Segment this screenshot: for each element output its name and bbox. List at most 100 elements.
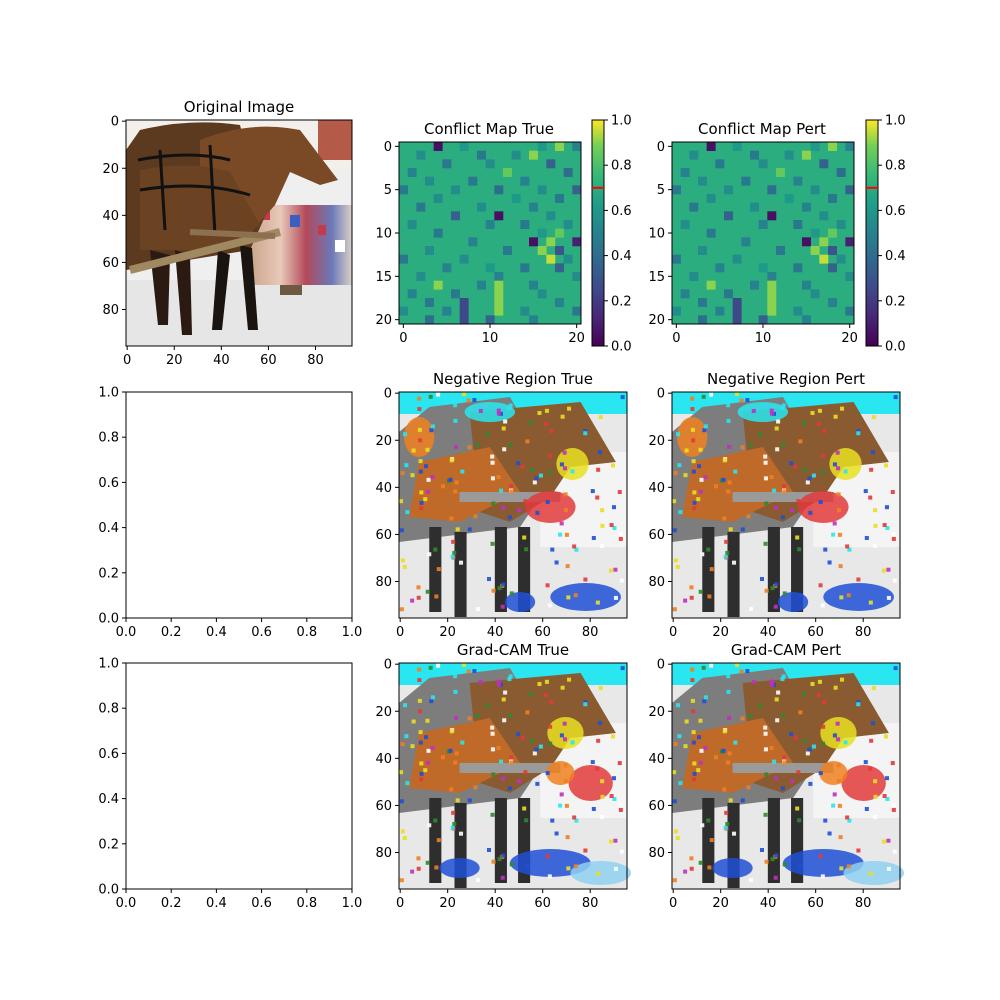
overlay-pixel-noise <box>558 803 563 808</box>
overlay-pixel-noise <box>774 426 779 431</box>
heatmap-cell <box>802 202 811 212</box>
heatmap-cell <box>494 280 504 290</box>
heatmap-cell <box>767 289 777 299</box>
axes: 0 20 40 60 80 0 20 40 60 80 <box>375 658 598 911</box>
x-tick-label: 40 <box>487 896 504 911</box>
overlay-pixel-noise <box>745 398 750 403</box>
heatmap-cell <box>529 280 538 290</box>
heatmap-cell <box>706 194 716 203</box>
heatmap-cell <box>706 280 716 290</box>
overlay-pixel-noise <box>461 392 467 397</box>
overlay-pixel-noise <box>798 710 803 715</box>
overlay-pixel-noise <box>727 444 732 449</box>
panel-empty-1: 0.0 0.2 0.4 0.6 0.8 1.0 0.0 0.2 0.4 0.6 0.8 1.0 <box>98 386 362 641</box>
colorbar: 0.0 0.2 0.4 0.6 0.8 1.0 <box>591 114 632 355</box>
overlay-pixel-noise <box>758 432 763 437</box>
overlay-heat-blob <box>570 861 632 885</box>
heatmap-cell <box>494 272 504 281</box>
overlay-pixel-noise <box>475 607 481 612</box>
overlay-pixel-noise <box>405 781 410 786</box>
overlay-pixel-noise <box>751 408 756 413</box>
overlay-pixel-noise <box>429 699 434 704</box>
heatmap-cell <box>529 315 538 325</box>
overlay-pixel-noise <box>808 510 813 515</box>
heatmap-cell <box>706 142 716 151</box>
overlay-pixel-noise <box>723 825 728 830</box>
heatmap-cell <box>776 168 785 177</box>
overlay-pixel-noise <box>832 462 837 467</box>
heatmap-cell <box>758 159 768 169</box>
overlay-pixel-noise <box>501 582 506 587</box>
overlay-pixel-noise <box>839 866 844 871</box>
overlay-pixel-noise <box>780 515 785 520</box>
heatmap-cell <box>784 150 794 160</box>
overlay-pixel-noise <box>507 677 512 682</box>
overlay-pixel-noise <box>440 755 446 760</box>
overlay-pixel-noise <box>613 838 618 843</box>
overlay-pixel-noise <box>405 510 410 515</box>
x-tick-label: 1.0 <box>342 896 363 911</box>
overlay-pixel-noise <box>856 431 861 436</box>
overlay-pixel-noise <box>563 492 568 497</box>
overlay-pixel-noise <box>751 679 756 684</box>
overlay-pixel-noise <box>509 755 514 760</box>
heatmap-cell <box>425 246 434 255</box>
heatmap-cell <box>555 194 564 203</box>
colorbar-tick-label: 0.2 <box>611 294 632 309</box>
overlay-pixel-noise <box>759 848 765 853</box>
heatmap-cell <box>459 315 469 325</box>
overlay-pixel-noise <box>509 760 514 765</box>
overlay-pixel-noise <box>774 582 779 587</box>
overlay-pixel-noise <box>417 678 422 683</box>
overlay-pixel-noise <box>773 875 778 880</box>
heatmap-cell <box>520 306 530 316</box>
heatmap-cell <box>724 211 733 221</box>
overlay-pixel-noise <box>691 740 696 745</box>
overlay-pixel-noise <box>617 490 622 495</box>
overlay-pixel-noise <box>620 395 625 400</box>
heatmap-cell <box>758 220 768 229</box>
x-tick-label: 0.8 <box>296 896 317 911</box>
overlay-pixel-noise <box>683 744 688 749</box>
overlay-pixel-noise <box>684 719 689 724</box>
overlay-heat-blob <box>404 417 435 457</box>
overlay-heat-blob <box>677 417 708 457</box>
overlay-pixel-noise <box>769 408 774 413</box>
overlay-pixel-noise <box>883 734 889 739</box>
overlay-pixel-noise <box>417 396 422 401</box>
y-tick-label: 40 <box>102 209 119 224</box>
overlay-pixel-noise <box>502 447 507 452</box>
axes: 0 20 40 60 80 0 20 40 60 80 <box>375 387 598 640</box>
overlay-pixel-noise <box>780 406 785 411</box>
heatmap-cell <box>672 306 681 316</box>
overlay-pixel-noise <box>703 746 708 751</box>
heatmap-cell <box>802 150 811 160</box>
overlay-pixel-noise <box>425 447 430 452</box>
overlay-pixel-noise <box>726 403 731 408</box>
overlay-pixel-noise <box>399 528 404 533</box>
overlay-pixel-noise <box>423 497 428 502</box>
heatmap-cell <box>555 142 564 151</box>
overlay-pixel-noise <box>856 577 861 582</box>
overlay-pixel-noise <box>619 849 624 854</box>
overlay-pixel-noise <box>563 508 568 513</box>
overlay-pixel-noise <box>683 473 688 478</box>
overlay-pixel-noise <box>885 526 890 531</box>
x-tick-label: 20 <box>166 353 183 368</box>
overlay-pixel-noise <box>507 786 512 791</box>
overlay-pixel-noise <box>451 539 456 544</box>
overlay-pixel-noise <box>600 508 605 513</box>
x-tick-label: 0 <box>123 353 131 368</box>
overlay-pixel-noise <box>722 458 727 463</box>
heatmap-cell <box>767 211 777 221</box>
overlay-pixel-noise <box>467 445 472 450</box>
overlay-pixel-noise <box>617 761 622 766</box>
overlay-pixel-noise <box>490 725 495 730</box>
overlay-pixel-noise <box>501 505 506 510</box>
overlay-pixel-noise <box>691 730 696 735</box>
overlay-pixel-noise <box>758 703 763 708</box>
overlay-pixel-noise <box>698 447 703 452</box>
overlay-pixel-noise <box>454 480 459 485</box>
heatmap-cell <box>767 280 777 290</box>
